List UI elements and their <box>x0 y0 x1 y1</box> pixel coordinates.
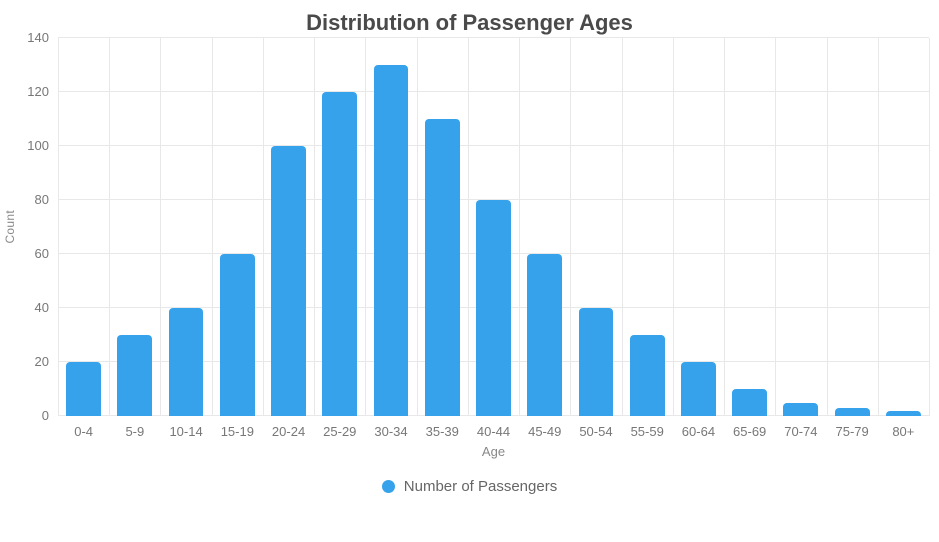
y-axis: 0 20 40 60 80 100 120 140 <box>20 30 58 423</box>
gridline-v <box>826 38 828 416</box>
gridline-v <box>570 38 572 416</box>
y-tick-label: 100 <box>27 138 49 153</box>
bar-45-49[interactable] <box>527 254 563 416</box>
gridline-h <box>58 199 929 200</box>
y-tick-label: 0 <box>41 408 49 423</box>
legend-item-passengers[interactable]: Number of Passengers <box>381 478 558 495</box>
gridline-v <box>365 38 367 416</box>
chart-title: Distribution of Passenger Ages <box>306 10 633 35</box>
gridline-h <box>58 91 929 92</box>
gridline-h <box>58 145 929 146</box>
gridline-v <box>519 38 521 416</box>
x-axis-row: 0-4 5-9 10-14 15-19 20-24 25-29 30-34 35-39 40-4… <box>0 416 939 444</box>
bar-70-74[interactable] <box>783 402 819 416</box>
bar-40-44[interactable] <box>476 200 511 416</box>
plot-area <box>58 37 930 416</box>
y-axis-title-wrap: Count <box>0 38 20 416</box>
gridline-v <box>672 38 674 416</box>
x-tick-label: 70-74 <box>784 424 818 439</box>
x-tick-label: 30-34 <box>374 424 408 439</box>
gridline-v <box>211 38 213 416</box>
x-tick-label: 0-4 <box>74 424 94 439</box>
x-tick-label: 10-14 <box>169 424 203 439</box>
bar-5-9[interactable] <box>117 335 153 416</box>
bar-80+[interactable] <box>885 410 921 416</box>
gridline-v <box>775 38 777 416</box>
y-tick-label: 140 <box>27 30 49 45</box>
gridline-v <box>58 38 59 416</box>
x-tick-label: 60-64 <box>681 424 716 439</box>
bar-10-14[interactable] <box>168 308 204 416</box>
legend-dot-icon <box>381 480 395 493</box>
x-tick-label: 75-79 <box>835 424 869 439</box>
x-axis: 0-4 5-9 10-14 15-19 20-24 25-29 30-34 35-39 40-4… <box>58 416 929 439</box>
x-tick-label: 35-39 <box>425 424 459 439</box>
plot-row: Count 0 20 40 60 80 100 120 140 <box>0 30 939 423</box>
x-tick-label: 65-69 <box>733 424 767 439</box>
x-tick-label: 50-54 <box>579 424 613 439</box>
y-axis-title: Count <box>3 210 17 244</box>
x-tick-label: 20-24 <box>271 424 306 439</box>
bar-60-64[interactable] <box>681 362 716 416</box>
bar-30-34[interactable] <box>373 65 409 416</box>
gridline-v <box>724 38 726 416</box>
bar-15-19[interactable] <box>219 254 255 416</box>
gridline-v <box>109 38 111 416</box>
bar-65-69[interactable] <box>732 389 768 416</box>
x-axis-title: Age <box>481 444 506 459</box>
gridline-v <box>160 38 162 416</box>
gridline-v <box>467 38 469 416</box>
gridline-h <box>58 37 929 38</box>
gridline-v <box>929 38 930 416</box>
gridline-v <box>314 38 316 416</box>
y-tick-label: 80 <box>34 192 49 208</box>
bar-35-39[interactable] <box>424 119 460 416</box>
gridline-v <box>621 38 623 416</box>
legend-label: Number of Passengers <box>403 478 558 495</box>
x-tick-label: 40-44 <box>476 424 511 439</box>
gridline-v <box>877 38 879 416</box>
x-tick-label: 5-9 <box>125 424 145 439</box>
y-tick-label: 120 <box>27 84 49 99</box>
x-tick-label: 15-19 <box>220 424 254 439</box>
x-tick-label: 55-59 <box>630 424 664 439</box>
y-tick-label: 20 <box>34 354 49 370</box>
gridline-v <box>262 38 264 416</box>
y-tick-label: 60 <box>34 246 49 261</box>
bar-55-59[interactable] <box>629 335 665 416</box>
gridline-v <box>416 38 418 416</box>
bar-0-4[interactable] <box>66 362 102 416</box>
x-tick-label: 25-29 <box>323 424 357 439</box>
bar-75-79[interactable] <box>834 407 870 416</box>
x-tick-label: 80+ <box>892 424 915 439</box>
bar-50-54[interactable] <box>578 308 614 416</box>
y-tick-label: 40 <box>34 300 49 316</box>
bar-25-29[interactable] <box>322 92 358 416</box>
x-tick-label: 45-49 <box>528 424 562 439</box>
legend: Number of Passengers <box>0 478 939 495</box>
bar-20-24[interactable] <box>271 146 306 416</box>
